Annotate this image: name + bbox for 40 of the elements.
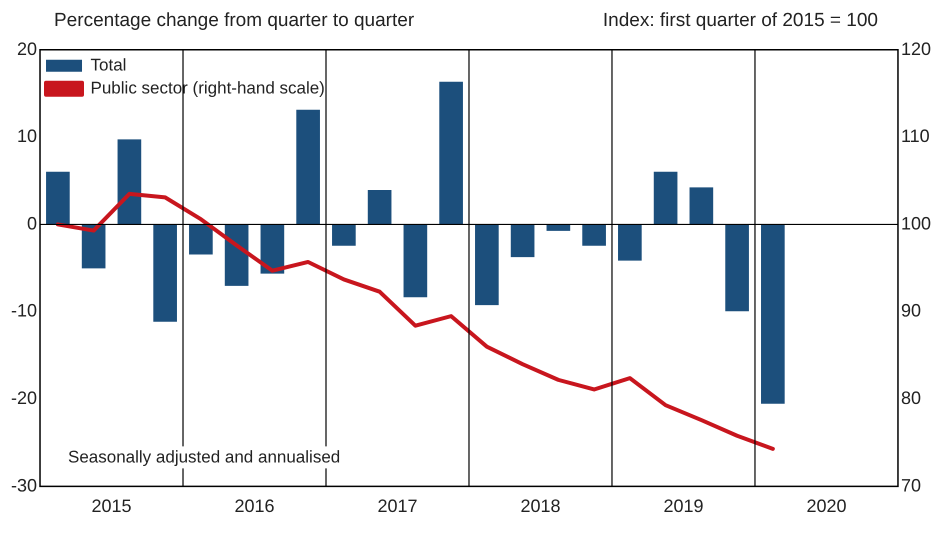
bar [439,82,463,225]
bar [654,172,678,225]
x-tick-label: 2019 [663,496,704,516]
bar [582,224,606,246]
x-tick-label: 2016 [234,496,275,516]
bar [725,224,749,312]
y2-tick-label: 120 [900,38,932,59]
legend-label: Total [90,55,126,74]
bar [510,224,534,258]
y-tick-label: 10 [16,126,38,146]
bar [296,110,320,225]
y-tick-label: 0 [27,213,38,234]
bar [46,172,70,225]
y-tick-label: -20 [11,388,38,408]
bar [404,224,428,298]
bar [82,224,106,268]
bar [690,187,714,225]
x-tick-label: 2015 [91,496,132,516]
bar [618,224,642,261]
y-tick-label: -10 [11,300,38,321]
bar [761,224,785,404]
bar [368,190,392,225]
y2-tick-label: 110 [900,126,930,146]
y-tick-label: 20 [16,38,38,59]
y-tick-label: -30 [11,475,38,496]
bar [475,224,499,306]
x-tick-label: 2017 [377,496,418,516]
x-tick-label: 2020 [806,496,846,516]
y2-tick-label: 100 [900,213,932,234]
y2-tick-label: 70 [900,475,921,496]
y2-tick-label: 80 [900,388,921,408]
annotation: Seasonally adjusted and annualised [68,448,340,467]
y2-axis-title: Index: first quarter of 2015 = 100 [602,10,878,33]
x-tick-label: 2018 [520,496,561,516]
bar [118,139,142,225]
y-axis-title: Percentage change from quarter to quarter [54,10,414,33]
bar [153,224,177,322]
y2-tick-label: 90 [900,300,921,321]
bar [332,224,356,246]
bar [189,224,213,254]
